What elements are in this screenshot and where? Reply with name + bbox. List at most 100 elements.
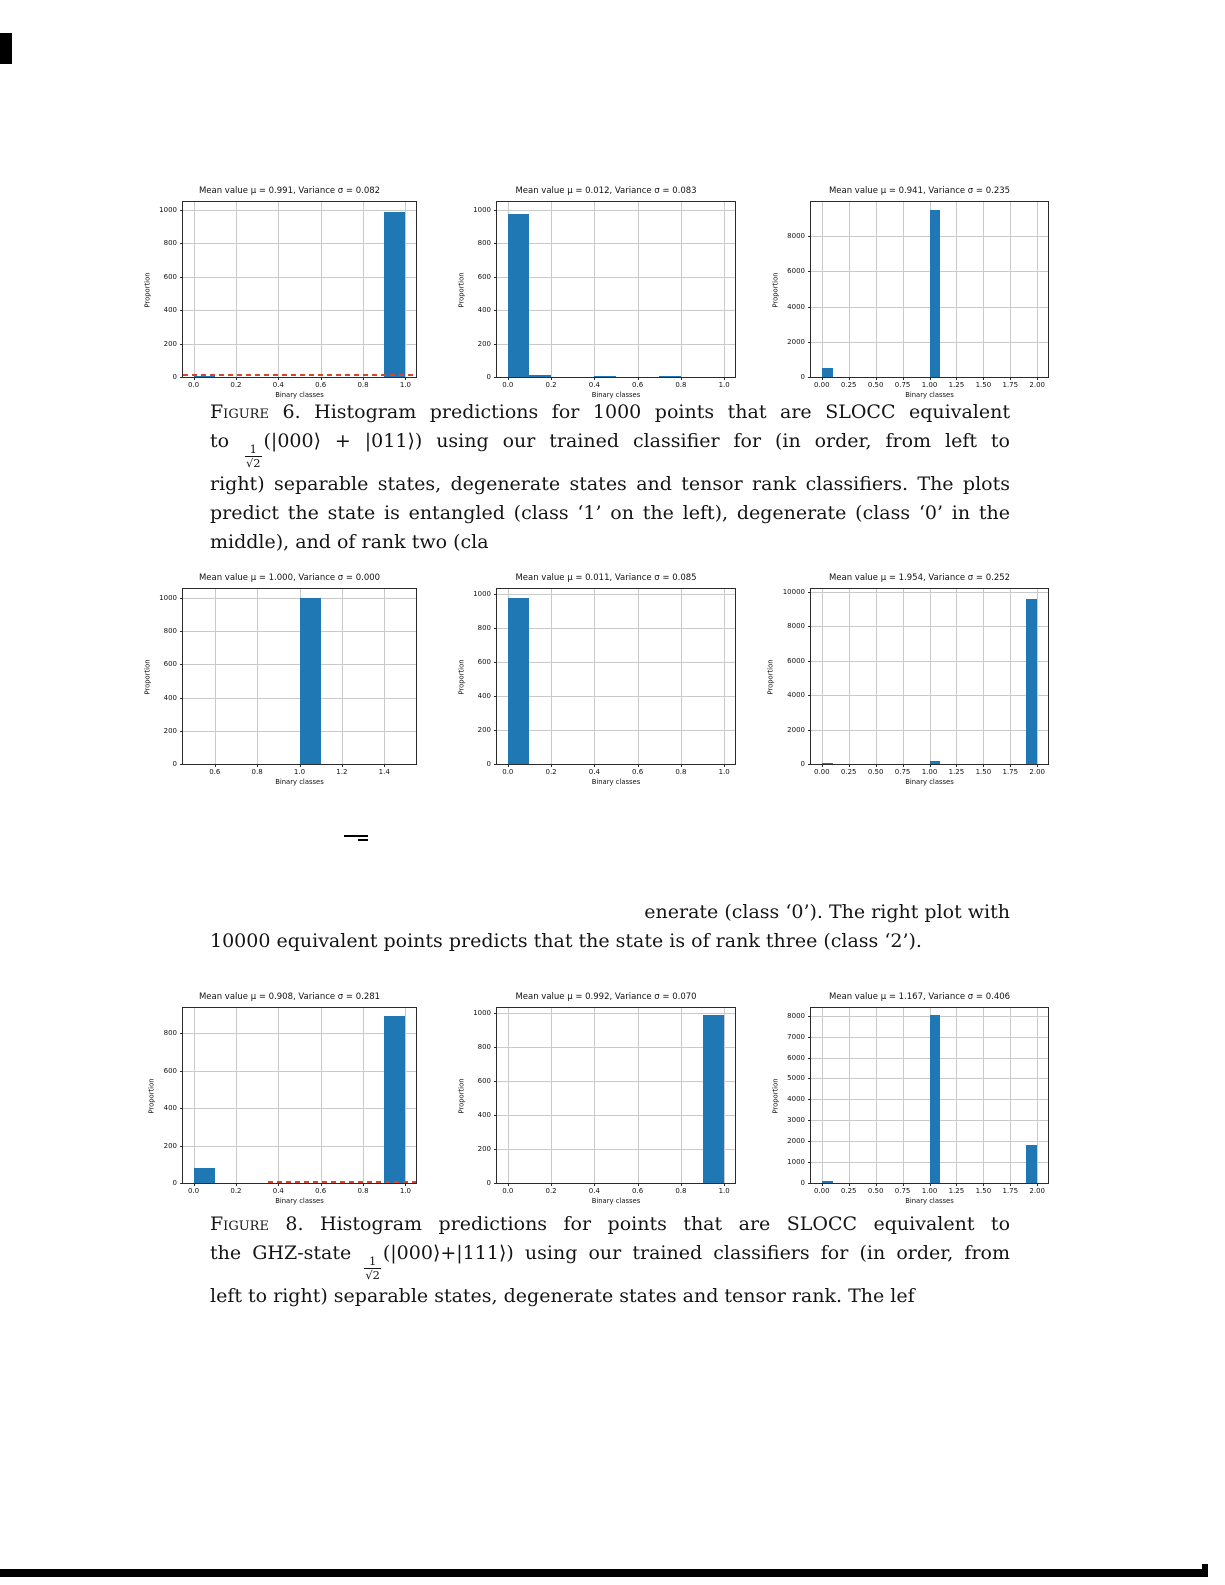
x-tick <box>193 1183 195 1186</box>
y-tick <box>180 377 183 378</box>
y-tick <box>808 591 811 593</box>
gridline <box>1037 589 1039 764</box>
y-tick-label: 400 <box>477 306 491 314</box>
gridline <box>235 202 237 377</box>
y-axis-label: Proportion <box>143 658 152 695</box>
histogram-bar <box>507 214 530 377</box>
y-tick-label: 0 <box>486 760 491 768</box>
y-tick-label: 3000 <box>787 1116 805 1125</box>
y-tick <box>808 660 811 662</box>
x-tick <box>1010 1183 1012 1186</box>
y-tick <box>808 341 811 343</box>
y-tick <box>180 1183 183 1184</box>
y-tick <box>494 628 497 630</box>
x-tick <box>983 377 985 380</box>
caption-line: middle), and of rank two (cla <box>210 528 1010 557</box>
gridline <box>497 1047 735 1049</box>
x-tick <box>1037 1183 1039 1186</box>
y-tick-label: 600 <box>163 272 177 281</box>
x-tick-label: 0.2 <box>230 381 242 389</box>
y-tick <box>808 1057 811 1059</box>
y-axis-label: Proportion <box>767 658 776 695</box>
gridline <box>497 243 735 245</box>
gridline <box>983 1008 985 1183</box>
x-tick-label: 0.2 <box>545 381 557 389</box>
gridline <box>183 1070 416 1072</box>
x-tick <box>724 764 726 767</box>
y-tick <box>808 236 811 238</box>
gridline <box>497 1115 735 1117</box>
gridline <box>183 343 416 345</box>
y-tick <box>180 1070 183 1072</box>
gridline <box>680 589 682 764</box>
x-tick-label: 1.75 <box>1002 1187 1019 1195</box>
gridline <box>1010 1008 1012 1183</box>
y-tick <box>180 1145 183 1147</box>
y-tick-label: 1000 <box>473 205 491 214</box>
histogram-bar <box>929 1014 941 1183</box>
x-tick <box>680 764 682 767</box>
x-tick-label: 0.25 <box>840 1187 857 1195</box>
y-tick <box>808 1099 811 1101</box>
y-tick-label: 6000 <box>787 1053 805 1062</box>
y-axis-label-wrap: Proportion <box>456 589 466 764</box>
y-tick <box>494 310 497 311</box>
gridline <box>680 1008 682 1183</box>
x-tick-label: 0.4 <box>272 381 284 389</box>
gridline <box>811 729 1048 731</box>
gridline <box>902 1008 904 1183</box>
caption-text: predict the state is entangled (class ‘1… <box>210 502 1010 525</box>
chart-title: Mean value μ = 0.991, Variance σ = 0.082 <box>198 186 381 196</box>
caption-text: Histogram predictions for 1000 points th… <box>300 401 1010 423</box>
x-tick <box>1037 377 1039 380</box>
x-tick <box>875 1183 877 1186</box>
y-tick-label: 6000 <box>787 656 805 665</box>
caption-line: Figure 6. Histogram predictions for 1000… <box>210 398 1010 427</box>
y-tick-label: 600 <box>477 272 491 281</box>
x-tick-label: 1.50 <box>975 381 992 389</box>
scan-artifact-bottom-nub <box>1202 1564 1208 1569</box>
y-tick <box>494 276 497 278</box>
y-tick <box>808 1141 811 1143</box>
gridline <box>214 589 216 764</box>
x-tick-label: 0.4 <box>588 768 600 776</box>
gridline <box>1010 589 1012 764</box>
y-tick <box>808 695 811 697</box>
histogram-bar <box>821 1181 833 1183</box>
histogram-bar <box>1026 599 1038 764</box>
y-axis-label-wrap: Proportion <box>142 202 152 377</box>
threshold-dashed-line <box>267 1180 416 1183</box>
histogram-bar <box>821 367 833 377</box>
gridline <box>405 202 407 377</box>
gridline <box>193 1008 195 1183</box>
y-tick-label: 5000 <box>787 1074 805 1083</box>
gridline <box>183 209 416 211</box>
x-tick <box>405 1183 407 1186</box>
chart-fig8-degenerate: Mean value μ = 0.992, Variance σ = 0.070… <box>457 992 736 1205</box>
caption-text: Figure 6. <box>210 401 301 423</box>
x-tick-label: 0.75 <box>894 768 911 776</box>
caption-line: 10000 equivalent points predicts that th… <box>210 927 1010 956</box>
gridline <box>724 589 726 764</box>
y-tick <box>808 377 811 378</box>
y-axis-label-wrap: Proportion <box>142 589 152 764</box>
y-tick-label: 7000 <box>787 1032 805 1041</box>
chart-fig7-separable: Mean value μ = 1.000, Variance σ = 0.000… <box>143 573 417 786</box>
x-tick <box>983 764 985 767</box>
y-tick <box>808 626 811 628</box>
x-tick-label: 0.75 <box>894 381 911 389</box>
x-tick-label: 0.0 <box>502 1187 514 1195</box>
histogram-bar <box>929 209 941 377</box>
gridline <box>848 202 850 377</box>
x-tick <box>405 377 407 380</box>
x-tick <box>875 764 877 767</box>
x-tick-label: 1.0 <box>718 1187 730 1195</box>
y-axis-label: Proportion <box>771 1077 780 1114</box>
y-tick-label: 600 <box>163 660 177 669</box>
x-tick <box>278 1183 280 1186</box>
gridline <box>507 1008 509 1183</box>
y-tick-label: 6000 <box>787 267 805 276</box>
x-tick <box>902 764 904 767</box>
x-tick-label: 0.8 <box>357 381 369 389</box>
